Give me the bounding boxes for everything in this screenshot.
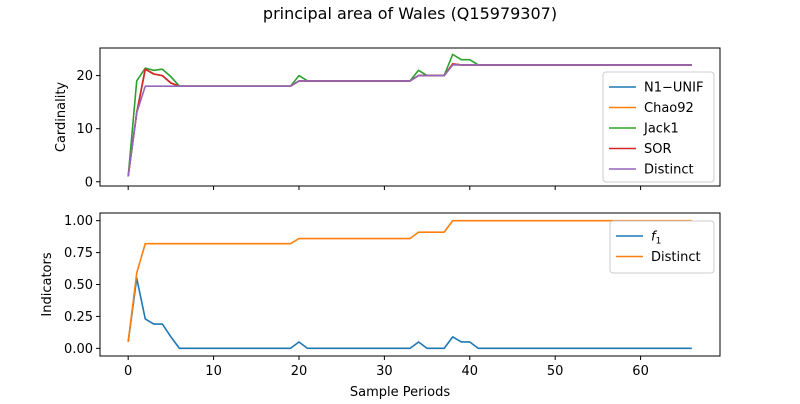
y-tick-label: 0 <box>85 175 93 190</box>
series-line-0 <box>127 277 692 350</box>
x-tick-label: 30 <box>376 364 393 379</box>
y-axis-label: Cardinality <box>54 82 69 153</box>
legend-label-3: SOR <box>644 142 672 157</box>
legend-label-1: Chao92 <box>644 101 694 116</box>
series-line-1 <box>127 219 692 343</box>
legend-box <box>602 71 715 183</box>
x-axis-label: Sample Periods <box>350 385 450 400</box>
y-tick-label: 0.00 <box>64 342 93 357</box>
legend-label-2: Jack1 <box>643 122 679 137</box>
y-tick-label: 20 <box>76 69 93 84</box>
y-tick-label: 0.75 <box>64 246 93 261</box>
legend-label-1: Distinct <box>651 250 701 265</box>
y-axis-label: Indicators <box>40 252 55 316</box>
y-tick-label: 1.00 <box>64 214 93 229</box>
indicators-panel: 0 10 20 30 40 50 60 0.00 0.25 0.50 0.75 1.00 Indicat… <box>40 212 721 400</box>
legend: N1−UNIF Chao92 Jack1 SOR Distinct <box>602 71 715 183</box>
x-tick-label: 10 <box>205 364 222 379</box>
x-tick-label: 50 <box>547 364 564 379</box>
legend-box <box>609 220 715 274</box>
y-tick-label: 0.25 <box>64 310 93 325</box>
legend-label-4: Distinct <box>644 163 694 178</box>
cardinality-panel: 0 10 20 Cardinality N1−UNIF Chao92 Jack1 SOR Dis… <box>54 47 721 190</box>
x-tick-label: 20 <box>291 364 308 379</box>
x-tick-label: 0 <box>124 364 132 379</box>
x-tick-label: 40 <box>462 364 479 379</box>
series-line-4 <box>127 64 692 177</box>
legend-label-0: f1 <box>651 230 661 247</box>
y-tick-label: 10 <box>76 122 93 137</box>
axes-frame <box>99 47 721 187</box>
legend-label-0: N1−UNIF <box>644 81 703 96</box>
legend: f1 Distinct <box>609 220 715 274</box>
x-tick-label: 60 <box>632 364 649 379</box>
figure-title: principal area of Wales (Q15979307) <box>263 4 557 23</box>
series-group <box>127 219 692 350</box>
series-group <box>127 53 692 177</box>
y-tick-label: 0.50 <box>64 278 93 293</box>
